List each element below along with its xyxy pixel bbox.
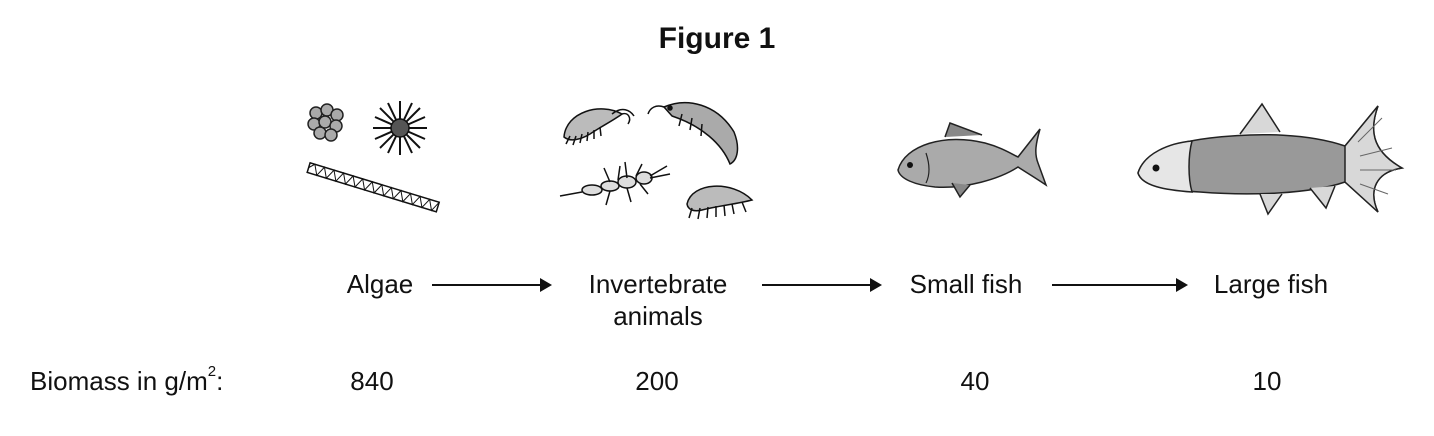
biomass-label-suffix: :: [216, 366, 224, 396]
biomass-label: Biomass in g/m2:: [30, 363, 224, 397]
label-large-fish-text: Large fish: [1213, 269, 1329, 299]
biomass-label-exponent: 2: [207, 363, 217, 380]
invertebrates-icon: [559, 101, 754, 220]
label-algae: Algae: [320, 268, 440, 300]
large-fish-icon: [1137, 102, 1405, 216]
arrow-algae-to-invertebrates: [432, 278, 552, 292]
small-fish-icon: [897, 122, 1048, 199]
label-invertebrates: Invertebrate animals: [558, 268, 758, 332]
arrow-small-fish-to-large-fish: [1052, 278, 1188, 292]
biomass-label-prefix: Biomass in g/m: [30, 366, 208, 396]
label-invertebrates-line1: Invertebrate: [588, 269, 728, 299]
biomass-value-invertebrates: 200: [635, 366, 679, 396]
biomass-value-small-fish: 40: [960, 366, 990, 396]
biomass-value-large-fish: 10: [1252, 366, 1282, 396]
label-small-fish-text: Small fish: [909, 269, 1023, 299]
figure-title: Figure 1: [658, 22, 776, 55]
label-large-fish: Large fish: [1188, 268, 1354, 300]
label-invertebrates-line2: animals: [613, 301, 703, 331]
algae-icon: [306, 101, 441, 213]
label-algae-text: Algae: [346, 269, 414, 299]
label-small-fish: Small fish: [886, 268, 1046, 300]
biomass-value-algae: 840: [350, 366, 394, 396]
arrow-invertebrates-to-small-fish: [762, 278, 882, 292]
